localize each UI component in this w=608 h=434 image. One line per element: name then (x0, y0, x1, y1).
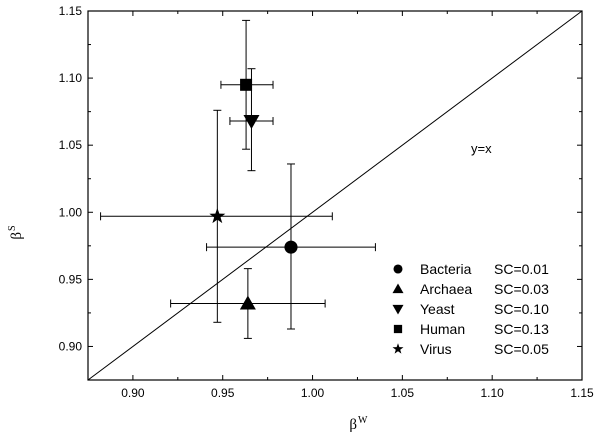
y-tick-label: 1.05 (59, 138, 83, 152)
x-axis-title-sup: W (358, 415, 368, 426)
x-tick-label: 1.05 (391, 386, 415, 400)
legend-item-human: Human SC=0.13 (393, 321, 549, 337)
legend: Bacteria SC=0.01 Archaea SC=0.03 Yeast SC=0.1… (392, 261, 549, 357)
y-tick-label: 1.15 (59, 4, 83, 18)
legend-label-bacteria: Bacteria (420, 261, 472, 277)
x-tick-label: 1.00 (301, 386, 325, 400)
legend-sc-yeast: SC=0.10 (494, 301, 549, 317)
y-tick-label: 0.95 (59, 272, 83, 286)
data-point-archaea (239, 295, 256, 310)
legend-marker-yeast (392, 304, 404, 315)
legend-item-archaea: Archaea SC=0.03 (392, 281, 549, 297)
x-tick-label: 1.10 (481, 386, 505, 400)
x-axis-title: β W (349, 415, 368, 433)
reference-line-label: y=x (471, 141, 492, 156)
data-point-bacteria (284, 240, 298, 254)
data-point-yeast (243, 115, 260, 130)
y-axis-title-base: β (9, 232, 25, 240)
x-tick-label: 0.95 (211, 386, 235, 400)
series-bacteria (206, 163, 376, 330)
plot-layer: 0.90 0.95 1.00 1.05 1.10 1.15 0.90 0.95 1.00 1.05… (59, 4, 594, 400)
plot-frame (87, 10, 583, 381)
legend-marker-bacteria (393, 264, 403, 274)
legend-sc-bacteria: SC=0.01 (494, 261, 549, 277)
y-axis-title: β S (7, 225, 25, 239)
legend-sc-virus: SC=0.05 (494, 341, 549, 357)
y-tick-label: 1.10 (59, 71, 83, 85)
reference-line (87, 10, 583, 381)
legend-marker-virus (392, 343, 404, 354)
legend-marker-archaea (392, 283, 404, 294)
data-point-human (240, 78, 253, 91)
y-axis-title-sup: S (7, 225, 18, 231)
legend-marker-human (393, 324, 403, 334)
x-axis-title-base: β (349, 417, 357, 433)
legend-sc-archaea: SC=0.03 (494, 281, 549, 297)
legend-label-human: Human (420, 321, 465, 337)
legend-label-virus: Virus (420, 341, 452, 357)
series-human (220, 19, 274, 150)
data-point-virus (209, 207, 226, 224)
x-tick-label: 1.15 (570, 386, 594, 400)
series-archaea (170, 268, 326, 339)
y-tick-label: 1.00 (59, 205, 83, 219)
y-tick-label: 0.90 (59, 339, 83, 353)
legend-label-archaea: Archaea (420, 281, 472, 297)
legend-item-bacteria: Bacteria SC=0.01 (393, 261, 549, 277)
legend-label-yeast: Yeast (420, 301, 455, 317)
x-tick-label: 0.90 (121, 386, 145, 400)
legend-item-yeast: Yeast SC=0.10 (392, 301, 549, 317)
legend-item-virus: Virus SC=0.05 (392, 341, 549, 357)
legend-sc-human: SC=0.13 (494, 321, 549, 337)
series-virus (100, 109, 333, 323)
